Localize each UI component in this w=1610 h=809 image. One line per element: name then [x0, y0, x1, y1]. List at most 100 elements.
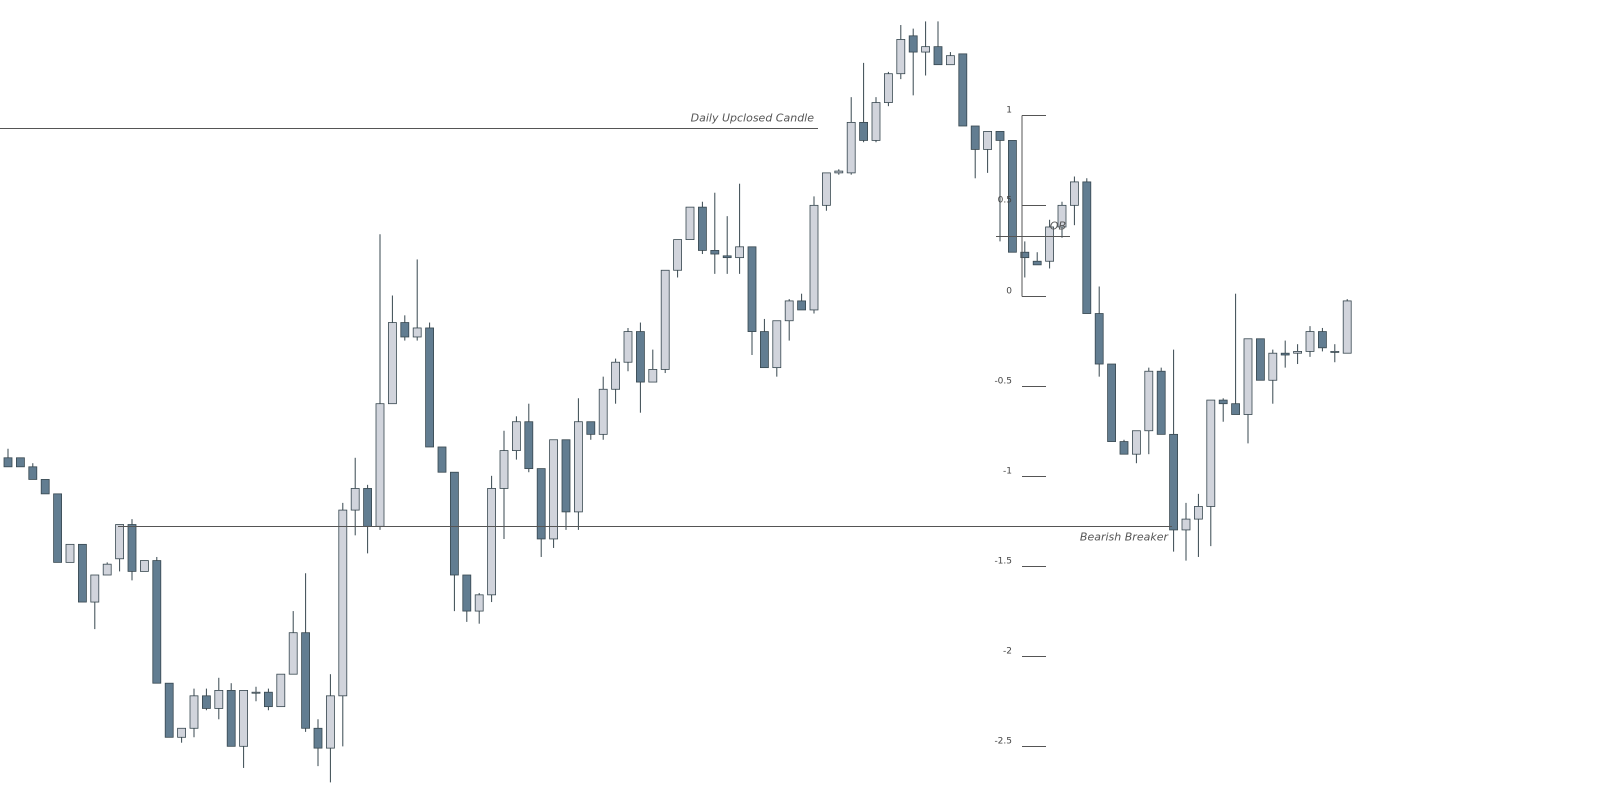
candle-down[interactable]	[859, 121, 868, 141]
candle-up[interactable]	[1057, 204, 1067, 228]
candle-up[interactable]	[499, 450, 509, 489]
candle-up[interactable]	[1070, 181, 1079, 206]
candle-up[interactable]	[648, 369, 658, 383]
candle-down[interactable]	[1169, 433, 1178, 531]
candle-up[interactable]	[325, 695, 335, 749]
candle-down[interactable]	[53, 493, 62, 563]
candle-up[interactable]	[115, 524, 124, 560]
candle-up[interactable]	[387, 322, 397, 405]
candle-up[interactable]	[1243, 338, 1253, 415]
candle-down[interactable]	[127, 524, 137, 572]
candle-down[interactable]	[1020, 251, 1030, 259]
candle-down[interactable]	[1032, 260, 1042, 266]
candle-down[interactable]	[1082, 181, 1092, 314]
candle-down[interactable]	[425, 327, 435, 448]
candle-down[interactable]	[3, 457, 13, 468]
candle-up[interactable]	[983, 131, 992, 150]
candle-up[interactable]	[177, 727, 187, 738]
candle-up[interactable]	[611, 361, 620, 390]
candle-up[interactable]	[685, 206, 695, 241]
candle-up[interactable]	[1268, 352, 1278, 381]
candle-down[interactable]	[1008, 140, 1017, 253]
candle-down[interactable]	[15, 457, 25, 468]
candle-down[interactable]	[636, 331, 645, 383]
candle-up[interactable]	[487, 488, 497, 596]
candle-up[interactable]	[1045, 226, 1054, 262]
candle-down[interactable]	[561, 439, 571, 513]
candle-up[interactable]	[1305, 331, 1315, 352]
candle-down[interactable]	[449, 471, 459, 576]
candle-down[interactable]	[1119, 441, 1129, 455]
candle-up[interactable]	[65, 543, 75, 563]
candle-up[interactable]	[896, 39, 906, 75]
candle-up[interactable]	[673, 239, 682, 271]
candle-down[interactable]	[747, 246, 757, 332]
candle-down[interactable]	[40, 479, 50, 495]
candle-down[interactable]	[586, 421, 596, 435]
candle-up[interactable]	[412, 327, 422, 338]
candle-up[interactable]	[1293, 351, 1302, 354]
candle-up[interactable]	[288, 632, 298, 675]
candle-down[interactable]	[1280, 352, 1290, 356]
candle-up[interactable]	[276, 673, 286, 708]
candle-down[interactable]	[1231, 403, 1240, 415]
candle-down[interactable]	[1094, 313, 1104, 365]
candle-up[interactable]	[1330, 351, 1340, 353]
candle-up[interactable]	[784, 300, 794, 322]
candle-down[interactable]	[1318, 331, 1327, 349]
candle-up[interactable]	[574, 421, 583, 513]
candle-down[interactable]	[164, 682, 174, 738]
candle-up[interactable]	[189, 695, 199, 729]
fib-extension-tool[interactable]: 1 0.5 0 -0.5 -1 -1.5 -2 -2.5	[994, 106, 1046, 747]
candle-down[interactable]	[78, 543, 87, 603]
candle-up[interactable]	[735, 246, 744, 259]
candle-down[interactable]	[970, 125, 980, 150]
candle-up[interactable]	[549, 439, 558, 540]
candle-up[interactable]	[822, 172, 831, 206]
candle-down[interactable]	[313, 727, 323, 749]
candle-up[interactable]	[772, 320, 782, 369]
candle-down[interactable]	[263, 691, 273, 708]
candle-up[interactable]	[946, 55, 955, 66]
candle-down[interactable]	[363, 488, 373, 527]
candle-down[interactable]	[908, 35, 918, 53]
candle-down[interactable]	[152, 560, 162, 684]
candle-up[interactable]	[1194, 506, 1203, 520]
candle-down[interactable]	[760, 331, 769, 369]
candle-up[interactable]	[809, 204, 819, 311]
candle-down[interactable]	[400, 322, 410, 338]
candle-down[interactable]	[698, 206, 707, 251]
candle-up[interactable]	[1206, 399, 1216, 507]
candle-up[interactable]	[239, 690, 249, 747]
candle-up[interactable]	[846, 121, 856, 174]
candle-down[interactable]	[958, 53, 968, 127]
candle-up[interactable]	[90, 574, 100, 603]
candle-down[interactable]	[437, 446, 447, 473]
candle-down[interactable]	[797, 300, 806, 311]
candle-up[interactable]	[102, 563, 112, 576]
candle-up[interactable]	[139, 560, 149, 572]
candle-down[interactable]	[995, 131, 1005, 141]
candle-up[interactable]	[512, 421, 521, 451]
candle-up[interactable]	[251, 691, 261, 694]
candle-up[interactable]	[1342, 300, 1352, 354]
candle-up[interactable]	[338, 509, 348, 697]
candle-down[interactable]	[226, 690, 236, 747]
candle-up[interactable]	[660, 269, 670, 370]
candle-down[interactable]	[933, 46, 943, 66]
candle-up[interactable]	[1144, 370, 1154, 432]
candle-up[interactable]	[1181, 518, 1191, 531]
candle-down[interactable]	[462, 574, 472, 612]
candle-up[interactable]	[474, 594, 484, 612]
candle-down[interactable]	[1218, 399, 1228, 405]
candle-down[interactable]	[1107, 363, 1116, 442]
candle-up[interactable]	[375, 403, 385, 527]
candle-down[interactable]	[301, 632, 311, 729]
candle-down[interactable]	[722, 255, 732, 259]
candle-down[interactable]	[1156, 370, 1166, 435]
candle-down[interactable]	[201, 695, 211, 709]
candle-up[interactable]	[598, 388, 608, 435]
candle-up[interactable]	[884, 73, 893, 103]
candle-down[interactable]	[28, 466, 38, 480]
candle-down[interactable]	[1256, 338, 1265, 381]
